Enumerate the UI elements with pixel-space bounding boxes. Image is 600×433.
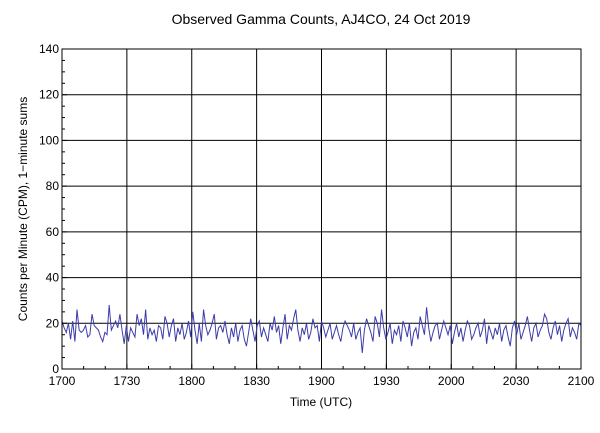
y-tick-label: 120: [39, 88, 59, 102]
x-tick-label: 1930: [373, 374, 400, 388]
x-tick-label: 1800: [178, 374, 205, 388]
y-tick-label: 140: [39, 42, 59, 56]
axis-ticks: 0 20 40 60 80 100 120 140 1700 1730 1800 1830 1900 19…: [39, 42, 595, 388]
y-tick-label: 80: [46, 179, 60, 193]
x-tick-label: 1730: [114, 374, 141, 388]
y-tick-label: 0: [52, 362, 59, 376]
chart-title: Observed Gamma Counts, AJ4CO, 24 Oct 201…: [172, 11, 471, 27]
x-tick-label: 1900: [308, 374, 335, 388]
x-tick-label: 2030: [503, 374, 530, 388]
series-line: [61, 304, 582, 354]
y-axis-label: Counts per Minute (CPM), 1−minute sums: [16, 97, 30, 321]
x-tick-label: 1700: [49, 374, 76, 388]
y-tick-label: 100: [39, 133, 59, 147]
y-tick-label: 60: [46, 225, 60, 239]
x-tick-label: 1830: [243, 374, 270, 388]
y-tick-label: 40: [46, 271, 60, 285]
x-axis-label: Time (UTC): [290, 395, 352, 409]
x-tick-label: 2100: [568, 374, 595, 388]
series-layer: [61, 304, 582, 354]
grid: [62, 49, 581, 369]
y-tick-label: 20: [46, 316, 60, 330]
x-tick-label: 2000: [438, 374, 465, 388]
